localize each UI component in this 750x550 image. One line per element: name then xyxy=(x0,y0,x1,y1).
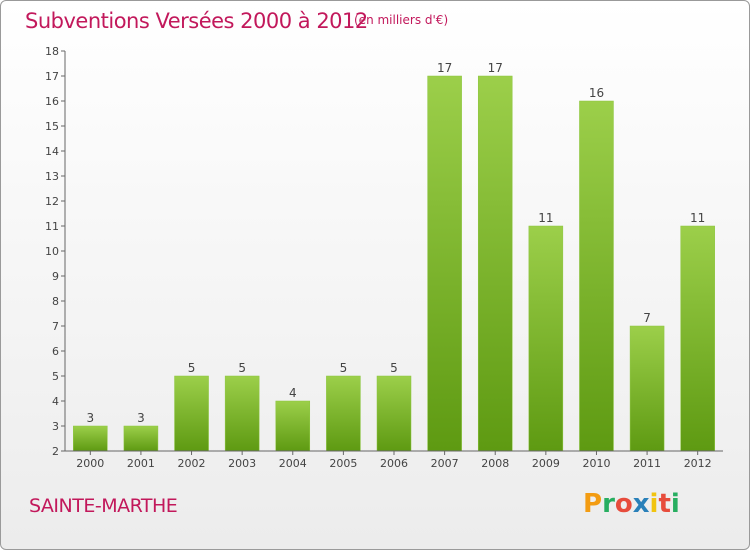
data-label: 11 xyxy=(690,211,705,225)
bar-2010 xyxy=(579,100,614,452)
data-label: 7 xyxy=(643,311,651,325)
x-tick-label: 2007 xyxy=(431,457,459,470)
y-tick-label: 15 xyxy=(45,120,59,133)
chart-subtitle: (en milliers d'€) xyxy=(354,13,449,27)
y-tick-label: 5 xyxy=(52,370,59,383)
y-tick-label: 11 xyxy=(45,220,59,233)
y-tick-label: 3 xyxy=(52,420,59,433)
logo-letter: i xyxy=(649,489,659,519)
data-label: 5 xyxy=(390,361,398,375)
y-tick-label: 6 xyxy=(52,345,59,358)
y-tick-label: 14 xyxy=(45,145,59,158)
bar-2009 xyxy=(528,225,564,452)
x-tick-label: 2002 xyxy=(178,457,206,470)
data-label: 16 xyxy=(589,86,604,100)
axes-layer: 2000 2001 2002 2003 2004 2005 2006 2007 2008 2009… xyxy=(45,45,723,470)
x-tick-label: 2012 xyxy=(684,457,712,470)
x-tick-label: 2000 xyxy=(76,457,104,470)
y-tick-label: 7 xyxy=(52,320,59,333)
bar-2003 xyxy=(224,375,260,452)
chart-title: Subventions Versées 2000 à 2012 xyxy=(25,9,368,33)
data-label: 5 xyxy=(188,361,196,375)
x-tick-label: 2003 xyxy=(228,457,256,470)
commune-name: SAINTE-MARTHE xyxy=(29,495,178,517)
bar-2000 xyxy=(73,425,108,452)
y-tick-label: 17 xyxy=(45,70,59,83)
y-tick-label: 10 xyxy=(45,245,59,258)
data-label: 17 xyxy=(488,61,503,75)
y-tick-label: 16 xyxy=(45,95,59,108)
logo-letter: x xyxy=(632,489,650,519)
data-label: 17 xyxy=(437,61,452,75)
data-label: 11 xyxy=(538,211,553,225)
logo-letter: t xyxy=(658,489,671,519)
bar-2006 xyxy=(376,375,412,452)
logo-letter: i xyxy=(670,489,680,519)
x-tick-label: 2010 xyxy=(582,457,610,470)
bar-2001 xyxy=(123,425,159,452)
x-tick-label: 2009 xyxy=(532,457,560,470)
proxiti-logo: Proxiti xyxy=(583,489,680,519)
x-tick-label: 2006 xyxy=(380,457,408,470)
logo-letter: P xyxy=(583,489,603,519)
bar-2011 xyxy=(629,325,665,452)
y-tick-label: 2 xyxy=(52,445,59,458)
y-tick-label: 12 xyxy=(45,195,59,208)
bar-2012 xyxy=(680,225,715,452)
bars-layer: 3 3 5 5 4 5 5 17 17 11 16 7 11 xyxy=(73,61,715,452)
bar-2005 xyxy=(326,375,361,452)
logo-letter: r xyxy=(602,489,615,519)
bar-2004 xyxy=(275,400,311,452)
x-tick-label: 2008 xyxy=(481,457,509,470)
y-tick-label: 13 xyxy=(45,170,59,183)
logo-letter: o xyxy=(614,489,633,519)
x-tick-label: 2001 xyxy=(127,457,155,470)
bar-2002 xyxy=(174,375,209,452)
y-tick-label: 18 xyxy=(45,45,59,58)
y-tick-label: 4 xyxy=(52,395,59,408)
y-tick-label: 8 xyxy=(52,295,59,308)
x-tick-label: 2004 xyxy=(279,457,307,470)
bar-2007 xyxy=(427,75,462,452)
y-tick-label: 9 xyxy=(52,270,59,283)
bar-2008 xyxy=(477,75,513,452)
data-label: 4 xyxy=(289,386,297,400)
x-tick-label: 2005 xyxy=(329,457,357,470)
x-tick-label: 2011 xyxy=(633,457,661,470)
data-label: 3 xyxy=(86,411,94,425)
data-label: 5 xyxy=(340,361,348,375)
data-label: 5 xyxy=(238,361,246,375)
data-label: 3 xyxy=(137,411,145,425)
